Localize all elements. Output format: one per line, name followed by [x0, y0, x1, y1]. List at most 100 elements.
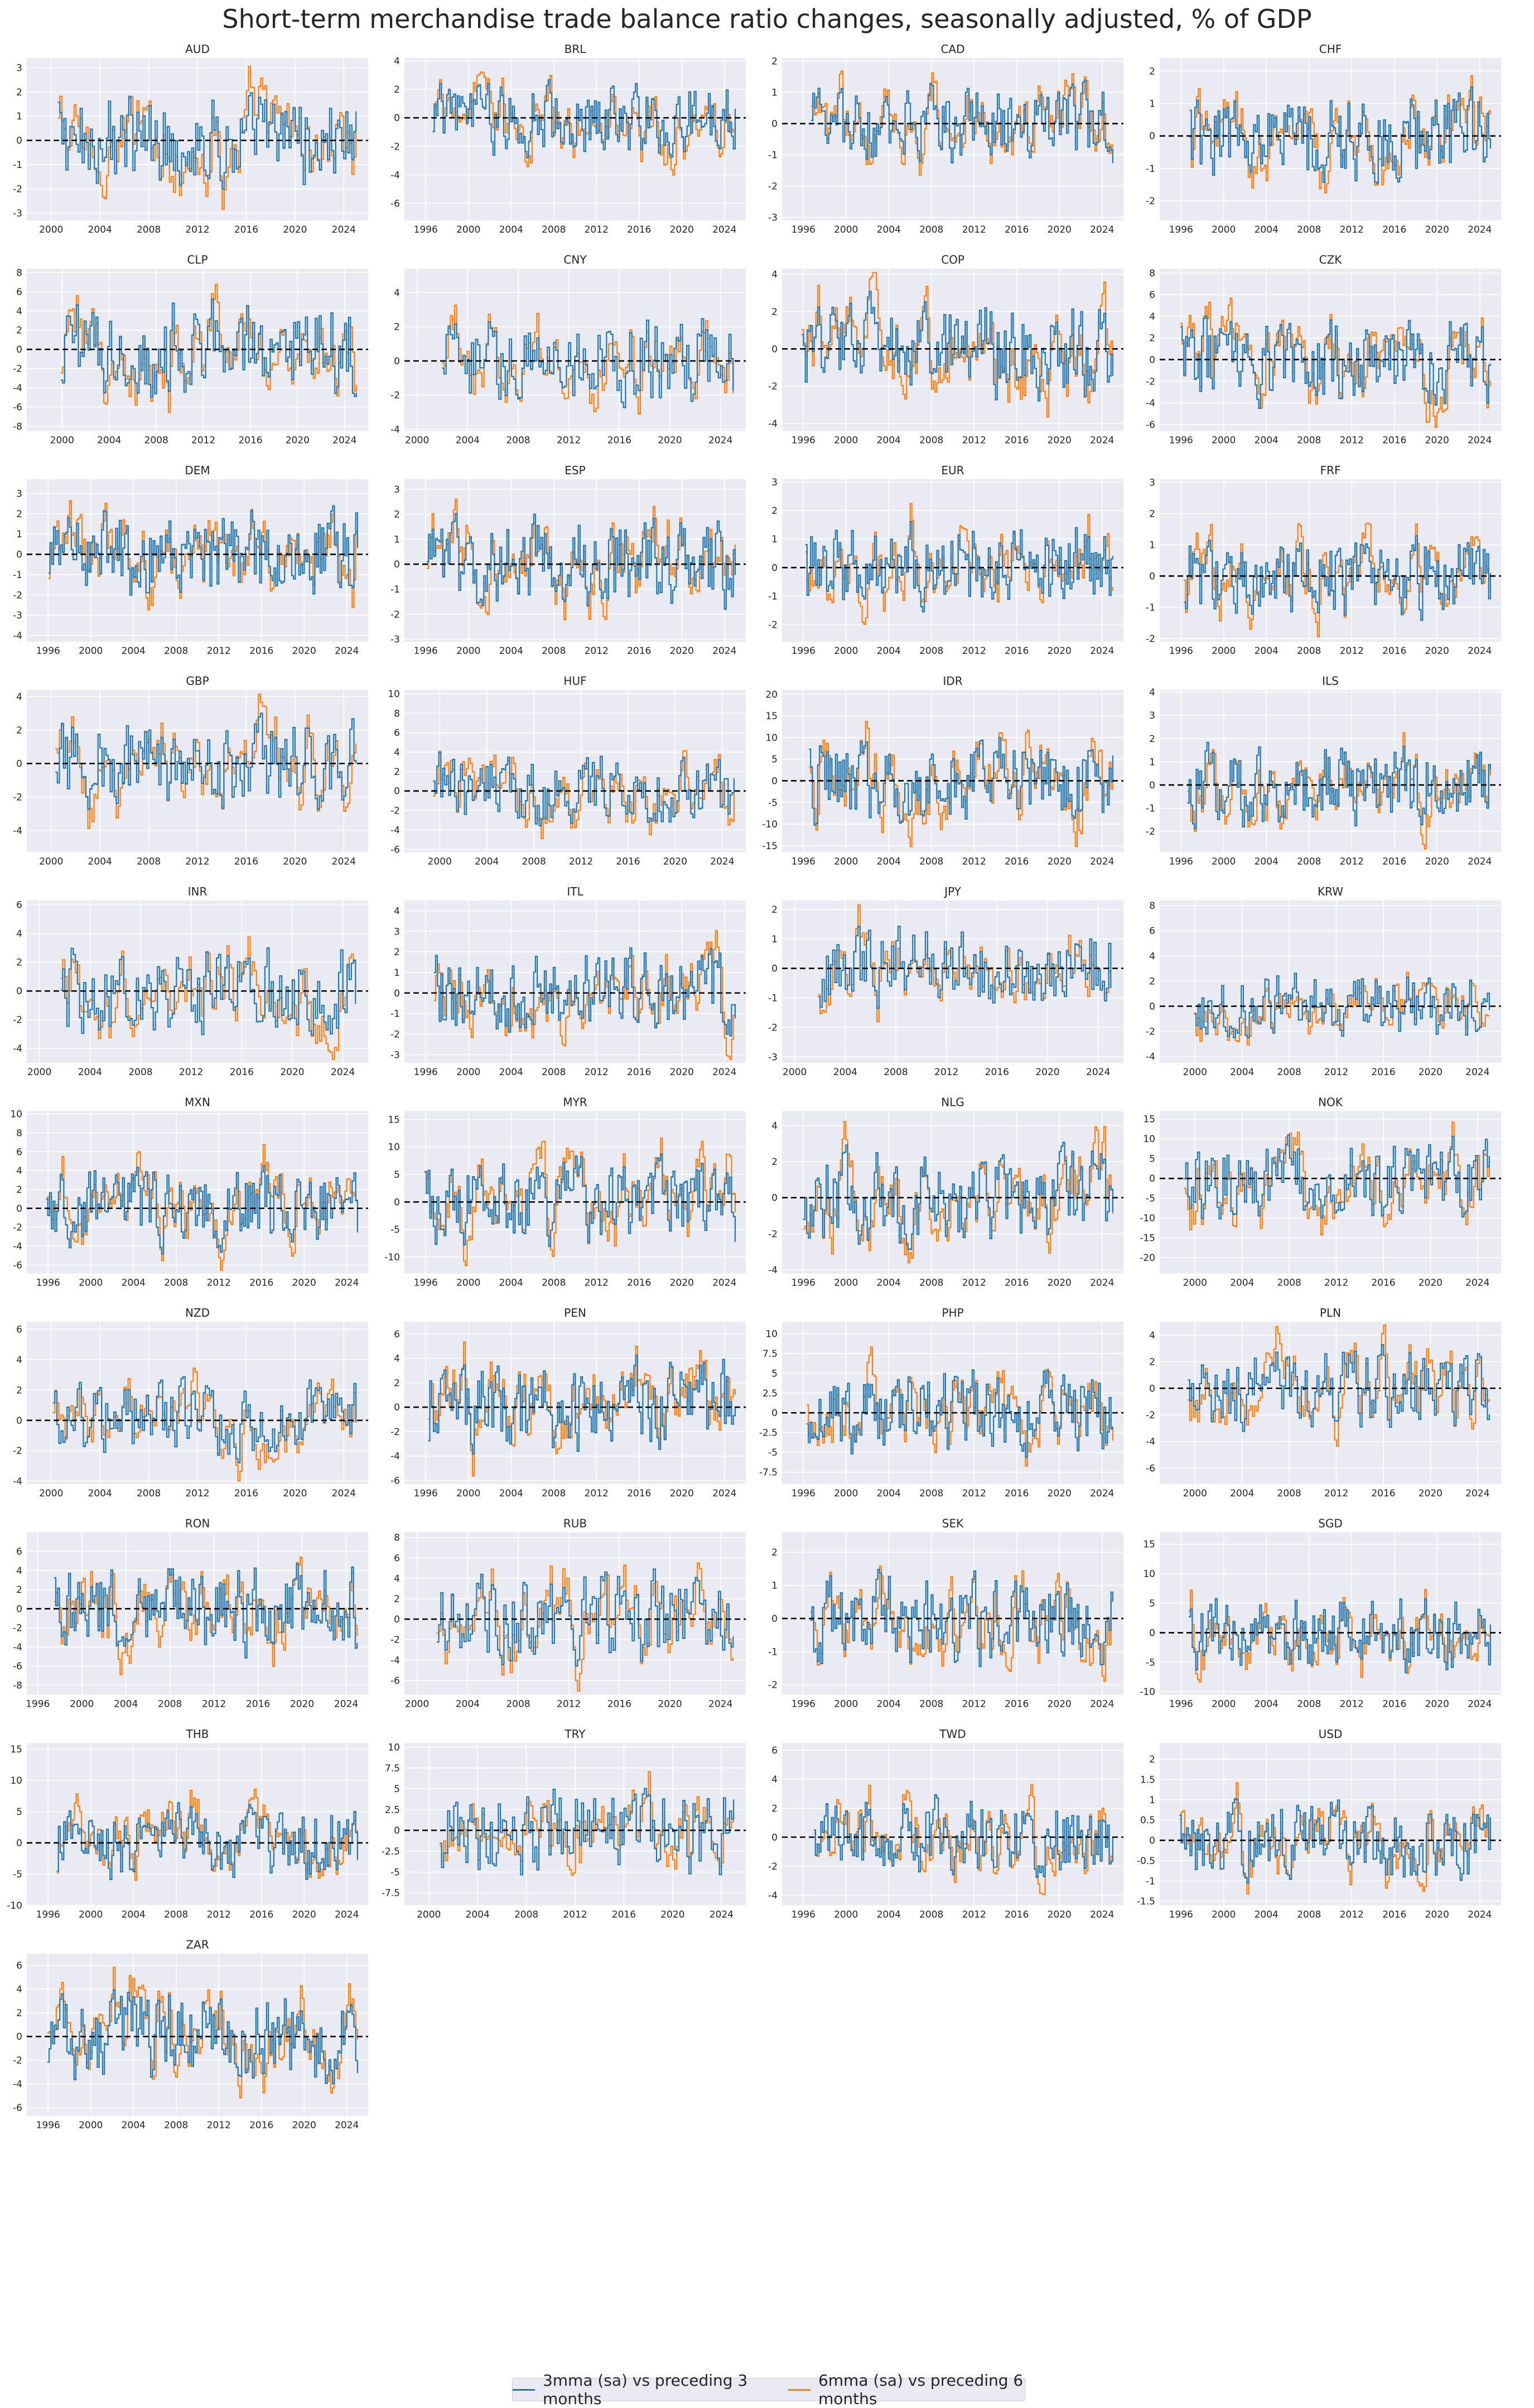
y-tick-label: -4 [13, 826, 22, 837]
x-tick-label: 1996 [1169, 856, 1193, 868]
x-tick-label: 2000 [39, 856, 63, 868]
y-tick-label: -2 [390, 609, 400, 620]
y-tick-label: -10 [1140, 1687, 1155, 1698]
x-tick-label: 2016 [616, 856, 640, 868]
x-tick-label: 2024 [708, 1699, 732, 1710]
y-tick-label: 0 [16, 1415, 22, 1427]
series-6mma-sgd [1188, 1588, 1491, 1683]
y-tick-label: 6 [16, 287, 22, 298]
x-tick-label: 2008 [164, 1278, 188, 1289]
x-tick-label: 2016 [249, 646, 273, 657]
x-tick-label: 2024 [1468, 224, 1492, 235]
x-tick-label: 2004 [1255, 1909, 1279, 1920]
x-tick-label: 2000 [39, 224, 63, 235]
y-tick-label: 2 [394, 1593, 400, 1605]
y-tick-label: -2 [13, 2055, 22, 2067]
series-3mma-sek [810, 1569, 1113, 1668]
y-tick-label: 6 [16, 1961, 22, 1972]
series-6mma-pen [428, 1341, 736, 1477]
y-tick-label: -1 [1146, 602, 1155, 613]
y-tick-label: -20 [1140, 1253, 1155, 1264]
y-tick-label: -4 [768, 1265, 778, 1276]
series-3mma-jpy [818, 926, 1112, 1009]
x-tick-label: 2020 [283, 1488, 307, 1499]
x-tick-label: 2012 [1324, 1488, 1348, 1499]
x-tick-label: 2004 [499, 1278, 523, 1289]
x-tick-label: 1996 [36, 1278, 60, 1289]
legend: 3mma (sa) vs preceding 3 months 6mma (sa… [512, 2371, 1025, 2408]
series-6mma-ron [54, 1557, 358, 1675]
y-tick-label: 5 [394, 1169, 400, 1181]
x-tick-label: 2008 [919, 435, 943, 446]
x-tick-label: 2024 [332, 856, 356, 868]
y-tick-label: -2 [1146, 196, 1155, 207]
x-tick-label: 2008 [542, 1067, 566, 1078]
x-tick-label: 2008 [164, 646, 188, 657]
panel-php: -7.5 -5 -2.5 0 2.5 5 7.5 10 1996 2000 2004 2008 2012… [759, 1306, 1123, 1499]
y-tick-label: -3 [390, 634, 400, 646]
panel-title-inr: INR [188, 885, 208, 898]
y-tick-label: 0 [771, 1832, 778, 1843]
legend-item-3mma: 3mma (sa) vs preceding 3 months [513, 2371, 749, 2408]
x-tick-label: 2000 [456, 1488, 480, 1499]
y-tick-label: 2 [771, 904, 778, 916]
y-tick-label: 0 [771, 1614, 778, 1625]
y-tick-label: 5 [1149, 1154, 1155, 1165]
x-tick-label: 2004 [499, 1067, 523, 1078]
y-tick-label: -6 [1146, 420, 1155, 431]
y-tick-label: -6 [390, 1475, 400, 1486]
x-tick-label: 2020 [283, 856, 307, 868]
y-tick-label: 2 [16, 87, 22, 98]
series-3mma-itl [433, 947, 736, 1037]
x-tick-label: 2004 [122, 1278, 146, 1289]
y-tick-label: 3 [771, 477, 778, 488]
x-tick-label: 2024 [1090, 1488, 1114, 1499]
x-tick-label: 2008 [506, 435, 530, 446]
series-3mma-thb [56, 1802, 358, 1880]
y-tick-label: 20 [765, 689, 778, 700]
x-tick-label: 2016 [1005, 1488, 1029, 1499]
panel-pen: -6 -4 -2 0 2 4 6 1996 2000 2004 2008 2012 2016 2020 20… [390, 1306, 746, 1499]
series-3mma-eur [805, 521, 1113, 613]
y-tick-label: 8 [394, 708, 400, 719]
x-tick-label: 1996 [792, 1699, 816, 1710]
y-tick-label: -3 [13, 208, 22, 219]
x-tick-label: 2024 [712, 224, 736, 235]
x-tick-label: 2024 [1090, 1278, 1114, 1289]
y-tick-label: -4 [390, 170, 400, 181]
x-tick-label: 2004 [1230, 1067, 1254, 1078]
x-tick-label: 2000 [50, 435, 74, 446]
panel-gbp: -4 -2 0 2 4 2000 2004 2008 2012 2016 2020 2024 GBP [13, 675, 368, 868]
x-tick-label: 2024 [1086, 1067, 1110, 1078]
x-tick-label: 2020 [1419, 1278, 1443, 1289]
y-tick-label: 6 [16, 900, 22, 911]
panel-twd: -4 -2 0 2 4 6 1996 2000 2004 2008 2012 2016 2020 2024… [768, 1727, 1123, 1920]
y-tick-label: 2 [16, 2008, 22, 2019]
y-tick-label: 8 [394, 1533, 400, 1544]
y-tick-label: 0 [394, 1826, 400, 1837]
x-tick-label: 2000 [1183, 1067, 1207, 1078]
x-tick-label: 2016 [1371, 1278, 1395, 1289]
y-tick-label: -10 [7, 1900, 22, 1911]
x-tick-label: 2016 [1005, 435, 1029, 446]
x-tick-label: 2016 [1382, 856, 1406, 868]
y-tick-label: -2 [1146, 633, 1155, 644]
y-tick-label: 4 [394, 1573, 400, 1585]
series-3mma-php [807, 1369, 1113, 1458]
y-tick-label: -2 [1146, 826, 1155, 837]
panel-title-esp: ESP [565, 464, 585, 477]
panel-title-brl: BRL [565, 42, 587, 56]
y-tick-label: 4 [16, 692, 22, 703]
y-tick-label: 1 [771, 1581, 778, 1592]
y-tick-label: 2 [1149, 509, 1155, 520]
y-tick-label: 3 [1149, 710, 1155, 721]
x-tick-label: 2012 [1340, 1909, 1364, 1920]
y-tick-label: 2 [771, 1157, 778, 1168]
y-tick-label: 2 [16, 1184, 22, 1196]
y-tick-label: -6 [13, 402, 22, 413]
y-tick-label: 0 [1149, 571, 1155, 582]
x-tick-label: 2012 [585, 1278, 609, 1289]
y-tick-label: -2 [390, 806, 400, 817]
x-tick-label: 2000 [405, 435, 429, 446]
x-tick-label: 2024 [1090, 856, 1114, 868]
